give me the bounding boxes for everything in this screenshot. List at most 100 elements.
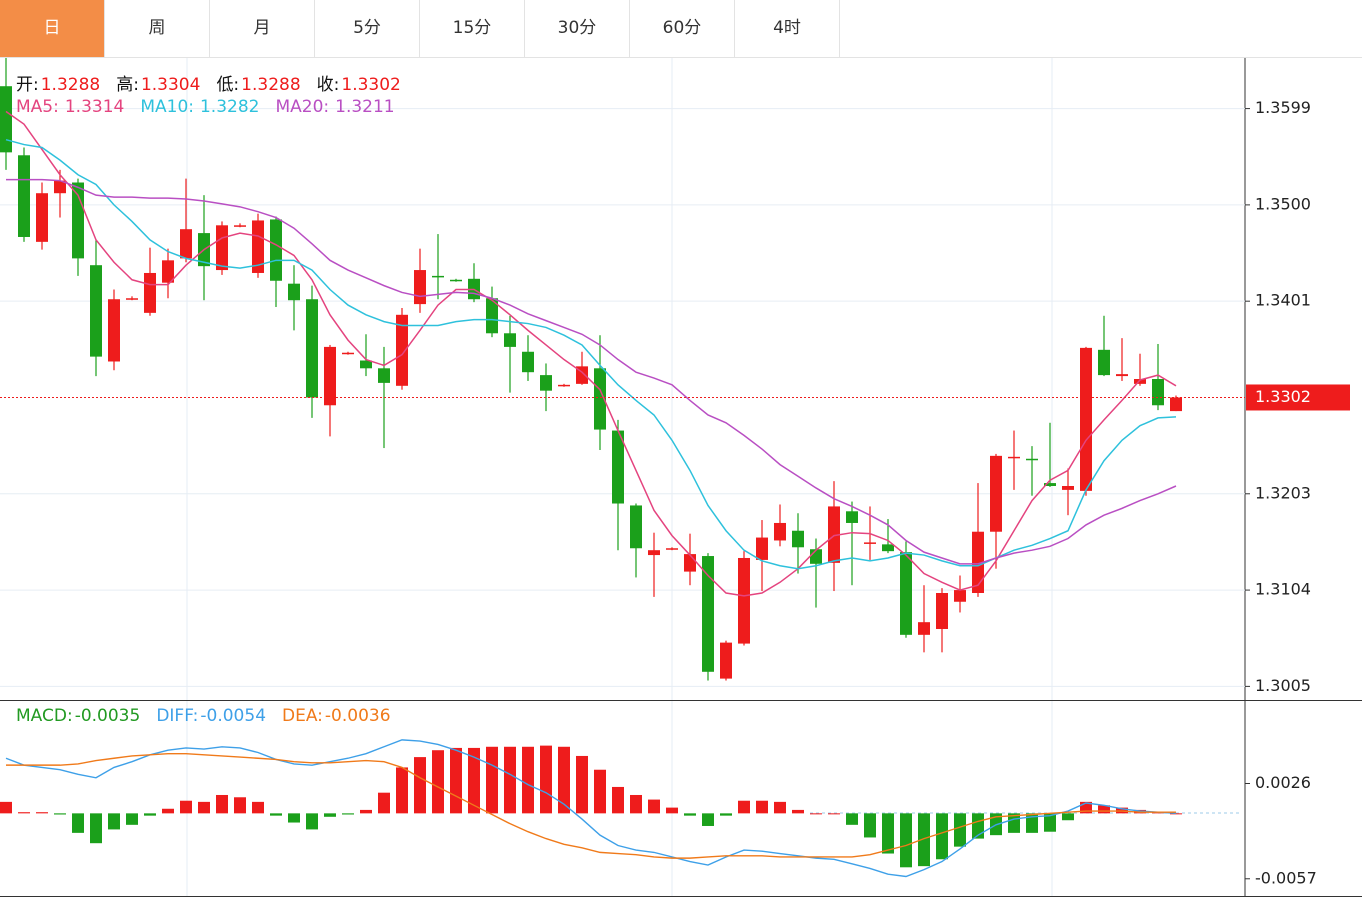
macd-bar (252, 801, 264, 814)
candle-body (1062, 486, 1074, 490)
period-tab[interactable]: 30分 (525, 0, 630, 57)
candle-body (1008, 456, 1020, 459)
period-tab[interactable]: 日 (0, 0, 105, 57)
candle-body (36, 193, 48, 242)
ohlc-value: 1.3288 (40, 75, 101, 95)
candle-body (882, 544, 894, 552)
legend-value: -0.0036 (324, 706, 391, 726)
candle-body (144, 272, 156, 313)
candle-body (594, 368, 606, 430)
macd-bar (846, 813, 858, 825)
y-tick-label: 1.3005 (1255, 676, 1311, 695)
period-tab[interactable]: 60分 (630, 0, 735, 57)
ohlc-label: 开: (16, 75, 39, 95)
candle-body (972, 531, 984, 593)
y-tick-label: 1.3599 (1255, 98, 1311, 117)
macd-bar (396, 767, 408, 814)
macd-bar (450, 747, 462, 814)
ma-line (6, 178, 1177, 565)
macd-bar (306, 813, 318, 830)
period-tab[interactable]: 4时 (735, 0, 840, 57)
legend-value: 1.3314 (64, 97, 125, 117)
ma-legend: MA5: 1.3314 MA10: 1.3282 MA20: 1.3211 (16, 97, 411, 117)
candle-body (234, 225, 246, 227)
candle-body (72, 182, 84, 259)
candle-body (216, 225, 228, 271)
macd-bar (1170, 813, 1182, 815)
macd-bar (54, 813, 66, 815)
legend-name: MA20: (275, 97, 330, 117)
candle-body (1116, 374, 1128, 377)
period-tab[interactable]: 周 (105, 0, 210, 57)
candle-body (702, 556, 714, 672)
candle-body (666, 548, 678, 550)
candle-body (18, 155, 30, 237)
macd-bar (540, 745, 552, 814)
period-tabs: 日周月 5分 15分 30分 60分 4时 (0, 0, 1362, 58)
candle-body (270, 219, 282, 281)
candle-body (630, 505, 642, 549)
candle-body (774, 522, 786, 541)
ma-line (5, 138, 1177, 570)
macd-bar (1062, 813, 1074, 821)
ohlc-label: 收: (316, 75, 340, 95)
macd-bar (954, 813, 966, 847)
macd-bar (882, 813, 894, 854)
candle-body (792, 530, 804, 548)
candle-body (108, 299, 120, 362)
macd-bar (216, 794, 228, 814)
macd-bar (324, 813, 336, 817)
candle-body (450, 279, 462, 282)
candle-body (558, 384, 570, 387)
candle-body (180, 229, 192, 259)
macd-bar (18, 812, 30, 814)
legend-value: 1.3211 (335, 97, 395, 117)
macd-bar (1026, 813, 1038, 833)
macd-bar (792, 809, 804, 814)
macd-bar (738, 800, 750, 814)
candle-body (54, 180, 66, 194)
macd-bar (666, 807, 678, 814)
macd-bar (162, 808, 174, 814)
candle-body (126, 298, 138, 300)
macd-bar (1080, 801, 1092, 814)
macd-bar (594, 769, 606, 814)
candle-body (486, 298, 498, 334)
macd-bar (72, 813, 84, 833)
candle-body (360, 360, 372, 369)
ohlc-value: 1.3302 (341, 75, 401, 95)
y-tick-label: 1.3104 (1255, 580, 1311, 599)
legend-name: MA5: (16, 97, 59, 117)
macd-bar (828, 813, 840, 815)
legend-value: -0.0035 (74, 706, 141, 726)
last-price-tag: 1.3302 (1255, 387, 1311, 406)
macd-bar (198, 801, 210, 814)
period-tab[interactable]: 15分 (420, 0, 525, 57)
macd-bar (126, 813, 138, 825)
candle-body (648, 550, 660, 556)
last-price-tag-bg (1246, 384, 1350, 411)
legend-name: DEA: (282, 706, 323, 726)
candle-body (864, 542, 876, 544)
candle-body (378, 368, 390, 383)
macd-bar (144, 813, 156, 816)
candle-body (1080, 347, 1092, 491)
candle-body (1098, 349, 1110, 376)
macd-bar (288, 813, 300, 823)
candle-body (288, 283, 300, 301)
period-tab[interactable]: 5分 (315, 0, 420, 57)
candle-body (738, 557, 750, 644)
macd-bar (900, 813, 912, 868)
candle-body (522, 351, 534, 373)
candle-body (954, 590, 966, 602)
macd-bar (702, 813, 714, 826)
period-tab[interactable]: 月 (210, 0, 315, 57)
ohlc-legend: 开: 1.3288 高: 1.3304 低: 1.3288 收: 1.3302 (16, 70, 417, 95)
macd-bar (414, 757, 426, 814)
macd-bar (918, 813, 930, 867)
candle-body (0, 86, 12, 153)
macd-line (6, 752, 1176, 859)
macd-bar (558, 746, 570, 814)
macd-bar (468, 747, 480, 814)
